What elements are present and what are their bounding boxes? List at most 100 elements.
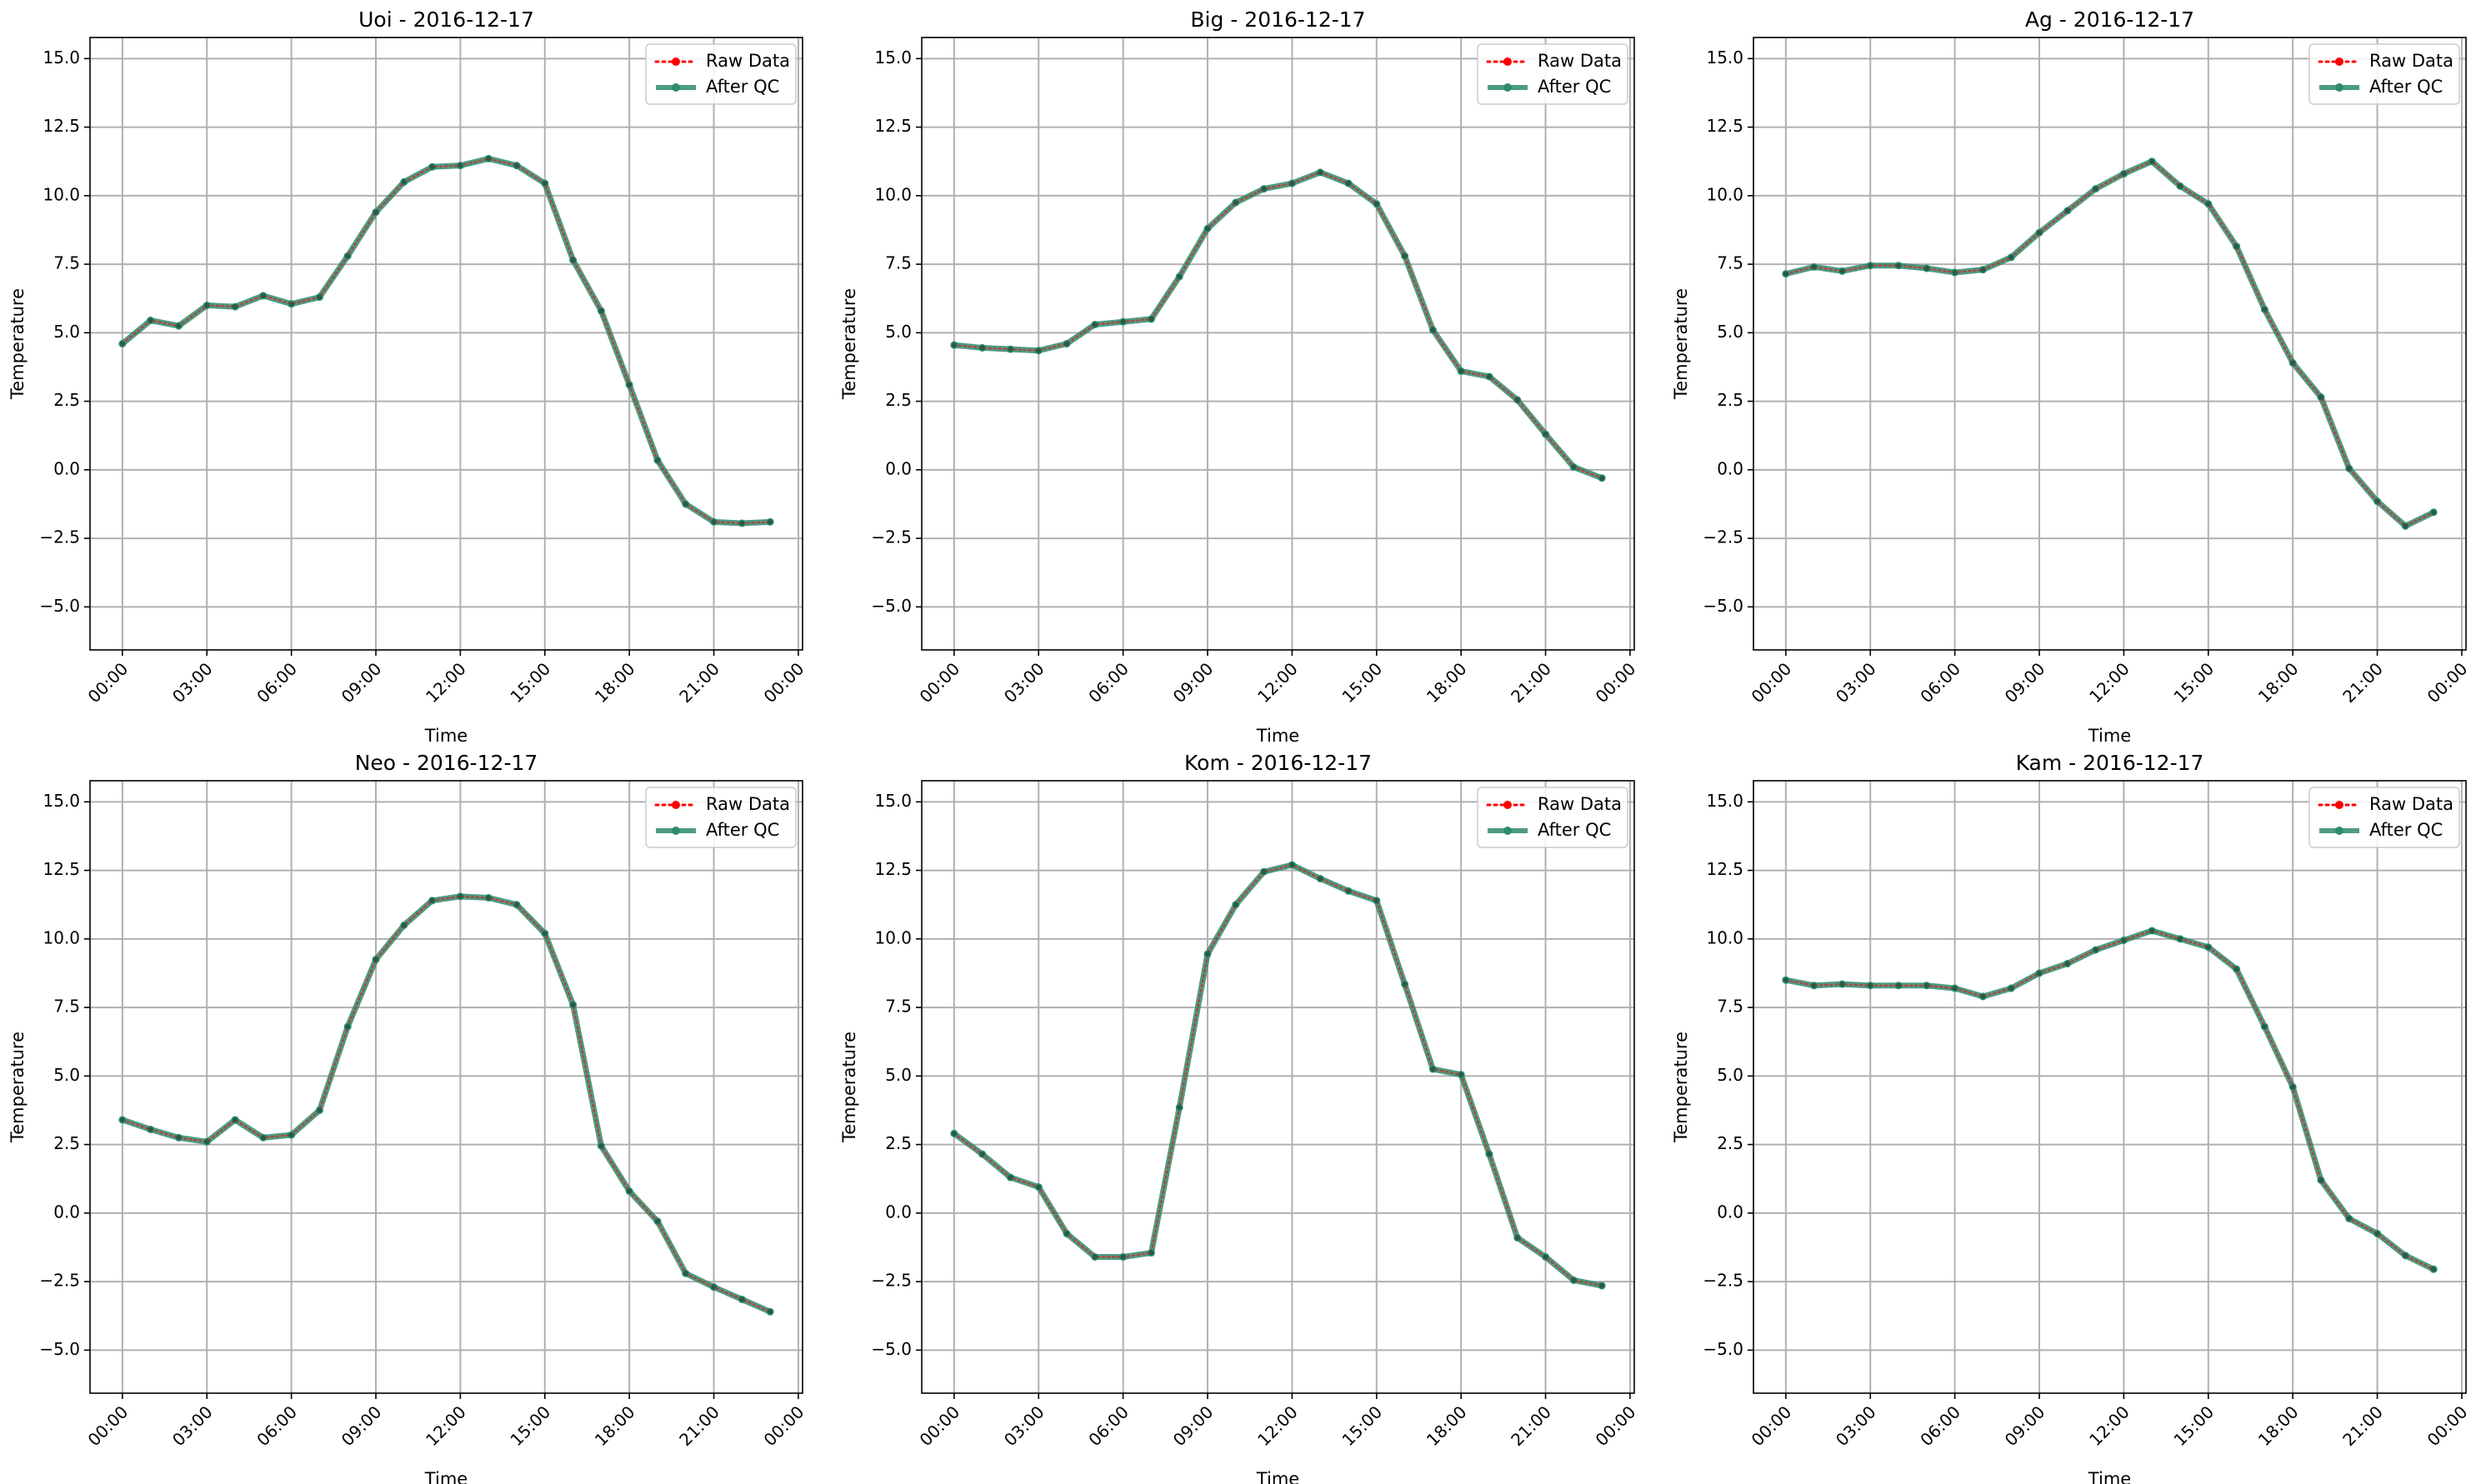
x-tick-label: 06:00: [1084, 658, 1133, 707]
y-tick-label: 5.0: [885, 322, 912, 342]
x-tick-label: 00:00: [2423, 658, 2472, 707]
raw-data-point: [1811, 264, 1817, 270]
legend-qc-label: After QC: [706, 820, 779, 840]
raw-data-point: [1148, 316, 1154, 322]
y-tick-label: −2.5: [39, 1271, 80, 1291]
raw-data-point: [148, 1127, 153, 1132]
raw-data-point: [711, 519, 717, 525]
raw-data-point: [345, 253, 351, 259]
x-tick-label: 12:00: [2085, 658, 2133, 707]
series-raw-data-line: [953, 171, 1603, 479]
x-tick-label: 00:00: [1748, 1402, 1796, 1450]
y-tick-label: −5.0: [871, 1339, 912, 1359]
raw-data-point: [2318, 394, 2323, 400]
raw-data-point: [2403, 523, 2408, 529]
y-tick-label: −5.0: [39, 596, 80, 616]
y-tick-label: 7.5: [53, 253, 80, 273]
y-tick-label: 5.0: [1717, 1065, 1743, 1085]
raw-data-point: [2290, 1084, 2296, 1090]
chart-title: Kom - 2016-12-17: [1184, 751, 1372, 775]
x-tick-label: 15:00: [1338, 1402, 1386, 1450]
raw-data-point: [2205, 944, 2211, 950]
y-tick-label: 2.5: [53, 1133, 80, 1153]
raw-data-point: [1092, 322, 1098, 327]
y-axis-label: Temperature: [8, 288, 28, 400]
y-tick-label: 15.0: [43, 791, 80, 811]
raw-data-point: [2233, 243, 2239, 249]
raw-data-point: [2064, 207, 2070, 213]
raw-data-point: [1120, 319, 1126, 325]
y-tick-label: 0.0: [1717, 1202, 1743, 1222]
x-tick-label: 00:00: [1748, 658, 1796, 707]
x-tick-label: 00:00: [760, 1402, 808, 1450]
raw-data-point: [2346, 1216, 2352, 1222]
legend-qc-label: After QC: [1538, 77, 1611, 97]
raw-data-point: [683, 501, 688, 507]
plot-frame: [921, 780, 1635, 1394]
raw-data-point: [1543, 1254, 1548, 1260]
x-tick-label: 15:00: [506, 1402, 554, 1450]
raw-data-point: [429, 897, 435, 903]
x-tick-label: 21:00: [675, 1402, 723, 1450]
subplot-3: Ag - 2016-12-17 00:00 03:00 06:00 09:00 12:00…: [1671, 7, 2471, 746]
y-tick-label: 10.0: [1706, 184, 1743, 204]
y-tick-label: 7.5: [1717, 997, 1743, 1017]
raw-data-point: [1868, 262, 1873, 268]
raw-data-point: [1543, 432, 1548, 437]
x-tick-label: 21:00: [1507, 658, 1555, 707]
raw-data-point: [1148, 1250, 1154, 1256]
x-tick-label: 09:00: [1169, 658, 1218, 707]
y-tick-label: 10.0: [43, 184, 80, 204]
legend-qc-marker: [2335, 83, 2343, 92]
raw-data-point: [683, 1271, 688, 1277]
x-tick-label: 00:00: [1592, 1402, 1640, 1450]
raw-data-point: [2093, 186, 2098, 192]
y-tick-label: 15.0: [1706, 791, 1743, 811]
x-tick-label: 15:00: [506, 658, 554, 707]
x-tick-label: 21:00: [1507, 1402, 1555, 1450]
legend-raw-marker: [1503, 57, 1512, 66]
x-tick-label: 12:00: [422, 1402, 470, 1450]
subplot-2: Big - 2016-12-17 00:00 03:00 06:00 09:00 12:0…: [839, 7, 1639, 746]
x-axis-label: Time: [424, 1469, 468, 1484]
legend: Raw Data After QC: [1477, 43, 1628, 105]
legend: Raw Data After QC: [2308, 43, 2460, 105]
raw-data-point: [2149, 927, 2155, 933]
raw-data-point: [1177, 1105, 1183, 1111]
raw-data-point: [2037, 230, 2043, 236]
raw-data-point: [1261, 869, 1267, 875]
plot-frame: [1753, 37, 2467, 651]
raw-data-point: [1599, 1283, 1605, 1289]
legend: Raw Data After QC: [1477, 787, 1628, 848]
plot-frame: [89, 780, 803, 1394]
y-axis-label: Temperature: [1671, 1032, 1691, 1143]
y-tick-label: −2.5: [871, 527, 912, 547]
x-tick-label: 21:00: [2338, 1402, 2387, 1450]
plot-frame: [1753, 780, 2467, 1394]
raw-data-point: [176, 323, 182, 329]
raw-data-point: [2318, 1177, 2323, 1183]
raw-data-point: [513, 162, 519, 168]
raw-data-point: [1839, 268, 1845, 274]
raw-data-point: [233, 304, 238, 310]
x-tick-label: 09:00: [338, 1402, 386, 1450]
raw-data-point: [1092, 1254, 1098, 1260]
x-tick-label: 21:00: [2338, 658, 2387, 707]
x-tick-label: 00:00: [84, 658, 133, 707]
raw-data-point: [2177, 936, 2183, 942]
legend-raw-marker: [2335, 801, 2343, 809]
raw-data-point: [2064, 961, 2070, 967]
chart-title: Neo - 2016-12-17: [355, 751, 538, 775]
raw-data-point: [768, 1309, 773, 1315]
y-tick-label: 12.5: [1706, 116, 1743, 136]
raw-data-point: [176, 1135, 182, 1141]
legend-raw-marker: [672, 57, 680, 66]
x-axis-label: Time: [1256, 1469, 1299, 1484]
legend-raw-label: Raw Data: [1538, 51, 1622, 71]
raw-data-point: [2346, 466, 2352, 472]
raw-data-point: [542, 181, 548, 187]
y-tick-label: −5.0: [871, 596, 912, 616]
raw-data-point: [260, 292, 266, 298]
raw-data-point: [288, 1132, 294, 1138]
